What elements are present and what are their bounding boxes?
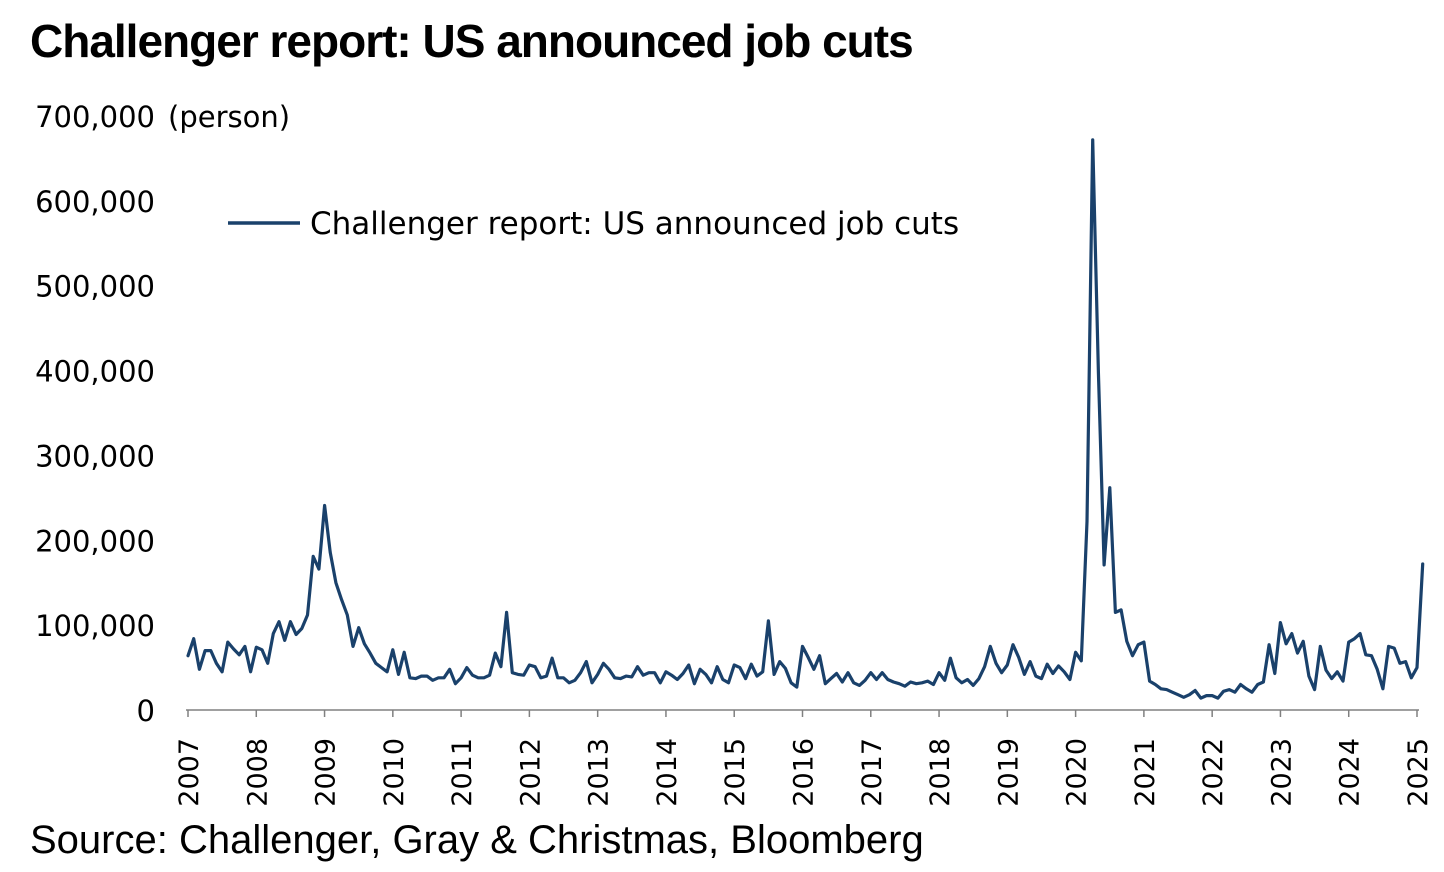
y-tick-label: 600,000: [35, 185, 155, 219]
y-tick-label: 400,000: [35, 355, 155, 389]
x-tick-label: 2011: [447, 738, 478, 807]
x-tick-label: 2010: [379, 738, 410, 807]
y-tick-label: 700,000: [35, 100, 155, 134]
x-tick-label: 2009: [311, 738, 342, 807]
legend-label: Challenger report: US announced job cuts: [310, 206, 959, 242]
x-tick-label: 2017: [857, 738, 888, 807]
x-tick-label: 2016: [789, 738, 820, 807]
y-tick-label: 0: [137, 694, 155, 728]
x-tick-label: 2022: [1198, 738, 1229, 807]
x-tick-label: 2019: [993, 738, 1024, 807]
y-tick-label: 500,000: [35, 270, 155, 304]
x-tick-label: 2012: [515, 738, 546, 807]
x-tick-label: 2025: [1403, 738, 1434, 807]
x-tick-label: 2014: [652, 738, 683, 807]
x-tick-label: 2015: [720, 738, 751, 807]
x-tick-label: 2008: [242, 738, 273, 807]
x-tick-label: 2007: [174, 738, 205, 807]
series-line: [186, 138, 1425, 700]
x-tick-label: 2018: [925, 738, 956, 807]
y-tick-label: 300,000: [35, 439, 155, 473]
source-note: Source: Challenger, Gray & Christmas, Bl…: [30, 818, 924, 862]
x-tick-label: 2021: [1130, 738, 1161, 807]
series-layer: [186, 138, 1425, 700]
y-tick-label: 100,000: [35, 609, 155, 643]
x-tick-label: 2020: [1062, 738, 1093, 807]
x-axis: 2007 2008 2009 2010 2011 2012 2013 2014 2015 2016…: [174, 709, 1434, 807]
y-axis-ticks: 0 100,000 200,000 300,000 400,000 500,000 600,…: [35, 100, 155, 728]
x-tick-label: 2013: [584, 738, 615, 807]
x-tick-label: 2023: [1266, 738, 1297, 807]
chart-title: Challenger report: US announced job cuts: [30, 15, 914, 67]
y-tick-label: 200,000: [35, 524, 155, 558]
legend: Challenger report: US announced job cuts: [228, 206, 959, 242]
y-axis-unit-label: (person): [168, 100, 291, 134]
x-tick-label: 2024: [1335, 738, 1366, 807]
